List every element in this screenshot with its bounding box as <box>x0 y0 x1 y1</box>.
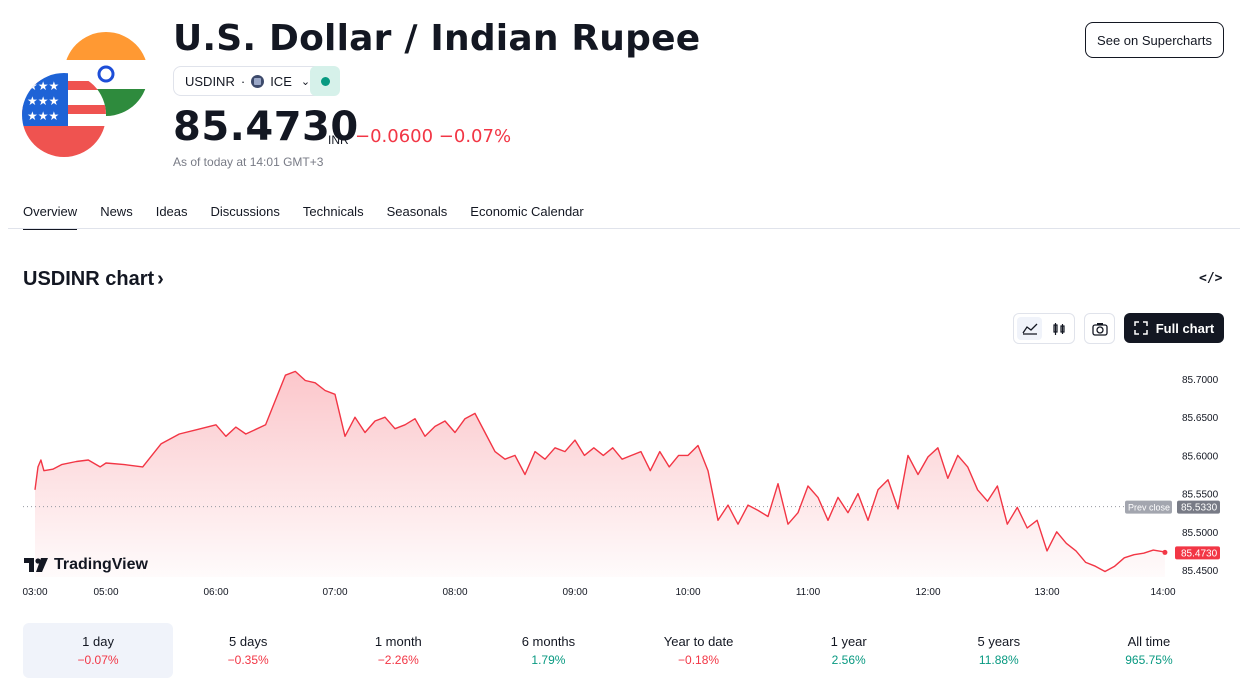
tab-economic-calendar[interactable]: Economic Calendar <box>470 204 584 219</box>
series-area-fill <box>35 371 1165 577</box>
period-year-to-date[interactable]: Year to date −0.18% <box>624 623 774 678</box>
y-tick-label: 85.7000 <box>1182 375 1219 386</box>
full-chart-button[interactable]: Full chart <box>1124 313 1224 343</box>
last-value-label: 85.4730 <box>1181 548 1218 559</box>
symbol-exchange-selector[interactable]: USDINR · ICE ⌄ <box>173 66 323 96</box>
tab-discussions[interactable]: Discussions <box>210 204 280 219</box>
chart-title-text: USDINR chart <box>23 268 155 290</box>
exchange-label: ICE <box>270 73 292 89</box>
last-value-bg <box>1175 546 1220 560</box>
x-tick-label: 13:00 <box>1034 587 1059 598</box>
y-tick-label: 85.5500 <box>1182 490 1219 501</box>
area-chart-icon[interactable] <box>1017 317 1042 340</box>
chevron-right-icon: › <box>157 268 164 290</box>
x-tick-label: 08:00 <box>442 587 467 598</box>
period-value: −0.35% <box>227 653 269 667</box>
period-1-day[interactable]: 1 day −0.07% <box>23 623 174 678</box>
price-area-chart[interactable]: 85.7000 85.6500 85.6000 85.5500 85.5000 85.45… <box>0 345 1250 607</box>
candles-icon[interactable] <box>1046 317 1071 340</box>
exchange-icon <box>251 74 265 88</box>
code-embed-icon[interactable]: </> <box>1199 271 1223 286</box>
period-value: −2.26% <box>377 653 419 667</box>
period-value: 1.79% <box>531 653 566 667</box>
prev-close-value-bg <box>1177 500 1220 514</box>
camera-icon[interactable] <box>1084 313 1115 344</box>
tab-ideas[interactable]: Ideas <box>155 204 188 219</box>
x-tick-label: 10:00 <box>675 587 700 598</box>
chart-section-title[interactable]: USDINR chart › <box>23 268 164 291</box>
y-tick-label: 85.4500 <box>1182 566 1219 577</box>
tab-technicals[interactable]: Technicals <box>302 204 364 219</box>
period-1-year[interactable]: 1 year 2.56% <box>774 623 924 678</box>
symbol-label: USDINR <box>185 73 235 89</box>
y-tick-label: 85.5000 <box>1182 528 1219 539</box>
market-open-dot-icon <box>320 76 330 86</box>
x-tick-label: 07:00 <box>322 587 347 598</box>
tabs-divider <box>8 228 1240 229</box>
period-label: All time <box>1127 634 1171 649</box>
prev-close-badge: Prev close 85.5330 <box>1125 500 1220 514</box>
last-point-marker <box>1162 549 1168 555</box>
period-label: 5 years <box>977 634 1021 649</box>
period-1-month[interactable]: 1 month −2.26% <box>323 623 473 678</box>
period-label: 1 year <box>830 634 867 649</box>
fullscreen-icon <box>1133 321 1148 335</box>
x-tick-label: 05:00 <box>93 587 118 598</box>
tab-overview[interactable]: Overview <box>23 204 78 230</box>
series-line <box>34 370 1166 573</box>
tradingview-watermark: TradingView <box>24 556 148 574</box>
period-5-days[interactable]: 5 days −0.35% <box>173 623 323 678</box>
svg-text:★★★: ★★★ <box>27 109 59 123</box>
period-all-time[interactable]: All time 965.75% <box>1074 623 1224 678</box>
period-value: −0.18% <box>678 653 720 667</box>
x-tick-label: 06:00 <box>203 587 228 598</box>
period-value: 2.56% <box>831 653 866 667</box>
chart-type-toggle <box>1013 313 1075 344</box>
price-change: −0.0600 −0.07% <box>355 126 512 147</box>
x-tick-label: 12:00 <box>915 587 940 598</box>
last-price: 85.4730 <box>173 104 359 150</box>
price-timestamp: As of today at 14:01 GMT+3 <box>173 155 324 169</box>
separator-dot: · <box>240 73 246 89</box>
tab-news[interactable]: News <box>100 204 133 219</box>
prev-close-value: 85.5330 <box>1181 503 1218 514</box>
x-tick-label: 14:00 <box>1150 587 1175 598</box>
full-chart-label: Full chart <box>1155 320 1215 336</box>
period-6-months[interactable]: 6 months 1.79% <box>473 623 623 678</box>
price-currency: INR <box>328 133 349 147</box>
period-value: −0.07% <box>77 653 119 667</box>
x-tick-label: 09:00 <box>562 587 587 598</box>
period-value: 965.75% <box>1125 653 1173 667</box>
period-performance-bar: 1 day −0.07% 5 days −0.35% 1 month −2.26… <box>23 623 1224 678</box>
x-tick-label: 03:00 <box>22 587 47 598</box>
period-value: 11.88% <box>978 653 1019 667</box>
currency-pair-logo: ★★★ ★★★ ★★★ <box>22 30 150 160</box>
y-tick-label: 85.6500 <box>1182 413 1219 424</box>
period-label: Year to date <box>663 634 734 649</box>
svg-text:★★★: ★★★ <box>27 79 59 93</box>
y-tick-label: 85.6000 <box>1182 451 1219 462</box>
market-status-indicator[interactable] <box>310 66 340 96</box>
see-on-supercharts-button[interactable]: See on Supercharts <box>1085 22 1224 58</box>
svg-text:★★★: ★★★ <box>27 94 59 108</box>
period-label: 5 days <box>229 634 268 649</box>
chevron-down-icon: ⌄ <box>300 75 311 88</box>
page-title: U.S. Dollar / Indian Rupee <box>173 18 701 59</box>
prev-close-label: Prev close <box>1128 503 1170 513</box>
period-5-years[interactable]: 5 years 11.88% <box>924 623 1074 678</box>
symbol-tabs: Overview News Ideas Discussions Technica… <box>23 204 607 230</box>
tradingview-logo-icon <box>24 558 48 572</box>
tab-seasonals[interactable]: Seasonals <box>386 204 448 219</box>
period-label: 6 months <box>521 634 576 649</box>
period-label: 1 month <box>374 634 422 649</box>
watermark-text: TradingView <box>54 556 148 573</box>
usa-flag-icon: ★★★ ★★★ ★★★ <box>22 73 106 157</box>
x-tick-label: 11:00 <box>796 587 821 598</box>
period-label: 1 day <box>82 634 114 649</box>
prev-close-label-bg <box>1125 500 1172 514</box>
